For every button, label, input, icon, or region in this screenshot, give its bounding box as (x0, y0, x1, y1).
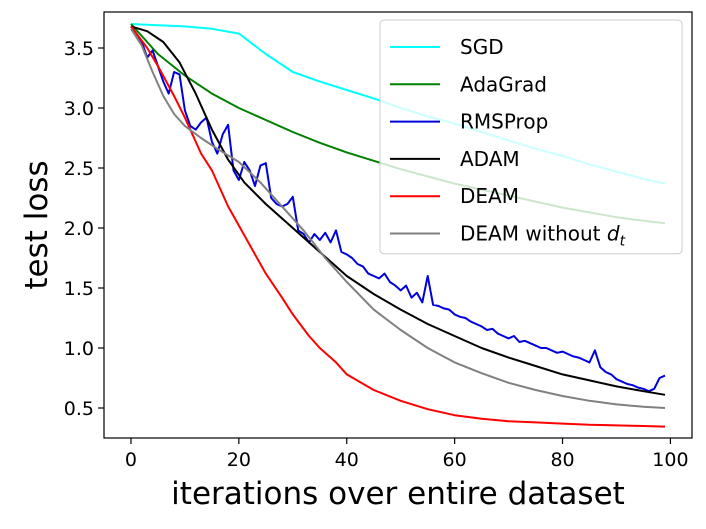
y-tick-label: 1.0 (64, 338, 94, 360)
series-layer (130, 23, 666, 428)
legend: SGD AdaGrad RMSProp ADAM DEAM DEAM without dt (379, 19, 683, 255)
ticks-layer: 0 20 40 60 80 100 0.5 1.0 1.5 2.0 2.5 3.0 3.5 (64, 38, 689, 471)
y-tick-label: 0.5 (64, 398, 94, 420)
legend-label: RMSProp (460, 110, 548, 134)
x-tick-label: 60 (443, 449, 467, 471)
y-tick-label: 3.5 (64, 38, 94, 60)
legend-label: SGD (460, 35, 504, 59)
series-line-deam (130, 25, 666, 428)
legend-label: DEAM (460, 184, 519, 208)
legend-frame (379, 19, 683, 255)
x-tick-label: 80 (550, 449, 574, 471)
plot-frame (103, 11, 693, 439)
y-axis-label: test loss (19, 160, 55, 289)
legend-label: DEAM without dt (460, 222, 626, 250)
series-line-adam (130, 25, 666, 396)
y-tick-label: 2.0 (64, 218, 94, 240)
x-tick-label: 100 (652, 449, 688, 471)
y-tick-label: 3.0 (64, 98, 94, 120)
x-tick-label: 20 (227, 449, 251, 471)
x-axis-label: iterations over entire dataset (171, 476, 625, 512)
legend-label: ADAM (460, 147, 520, 171)
legend-label: AdaGrad (460, 72, 547, 96)
y-tick-label: 1.5 (64, 278, 94, 300)
series-line-deam-without-d-t (130, 28, 666, 409)
y-tick-label: 2.5 (64, 158, 94, 180)
x-tick-label: 0 (125, 449, 137, 471)
x-tick-label: 40 (335, 449, 359, 471)
